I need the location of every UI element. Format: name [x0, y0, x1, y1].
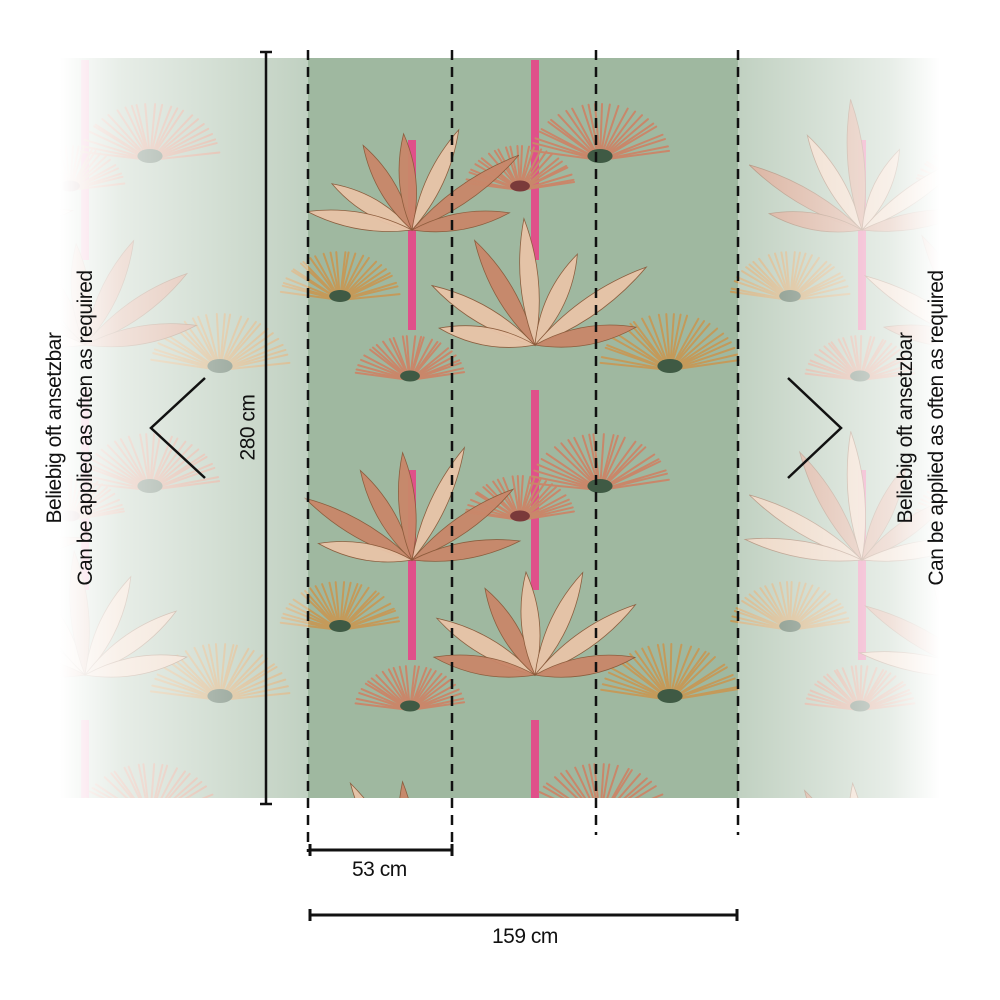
left-repeat-note: Beliebig oft ansetzbar Can be applied as…	[39, 258, 101, 598]
right-repeat-note: Beliebig oft ansetzbar Can be applied as…	[890, 258, 952, 598]
note-german: Beliebig oft ansetzbar	[894, 332, 917, 524]
chevron-right-icon	[787, 377, 843, 479]
height-dimension-line	[260, 50, 272, 806]
total-width-dimension-line	[308, 909, 739, 921]
chevron-left-icon	[149, 377, 206, 479]
right-fade-overlay	[738, 58, 940, 798]
note-english: Can be applied as often as required	[925, 270, 948, 586]
note-german: Beliebig oft ansetzbar	[43, 332, 66, 524]
panel-width-dimension-line	[308, 844, 454, 856]
note-english: Can be applied as often as required	[74, 270, 97, 586]
height-label: 280 cm	[236, 394, 260, 461]
panel-width-label: 53 cm	[352, 858, 407, 881]
total-width-label: 159 cm	[492, 925, 558, 948]
